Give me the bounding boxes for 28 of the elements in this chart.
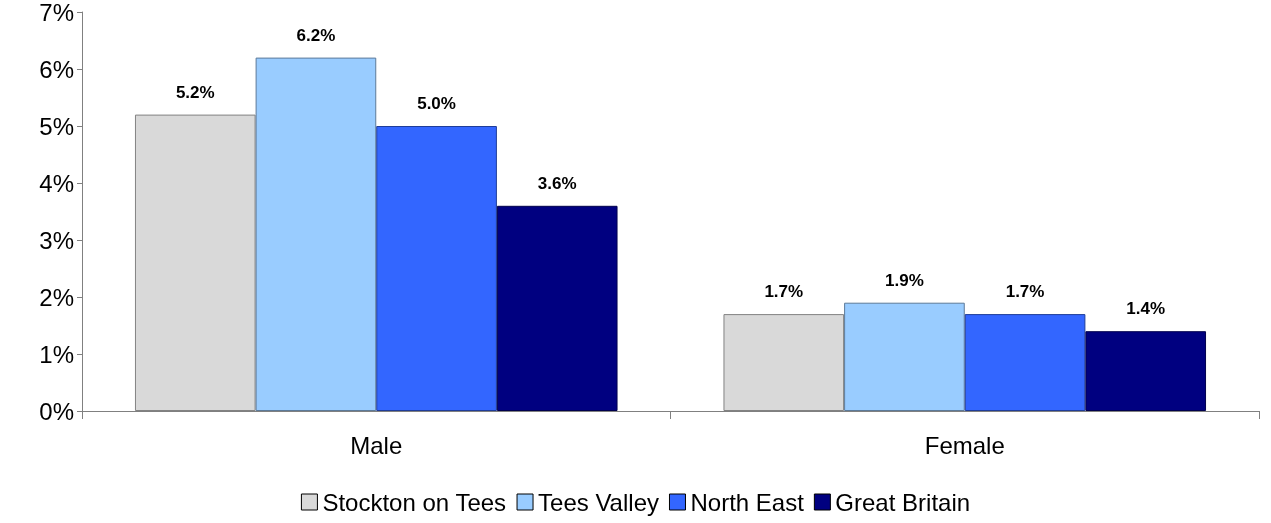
- y-tick-label: 5%: [39, 112, 74, 140]
- y-tick-label: 4%: [39, 169, 74, 197]
- x-tick-label: Male: [350, 431, 403, 459]
- legend-label: Great Britain: [835, 488, 971, 516]
- data-label: 6.2%: [296, 25, 336, 45]
- y-tick-label: 6%: [39, 55, 74, 83]
- data-label: 3.6%: [537, 173, 577, 193]
- legend-label: Stockton on Tees: [322, 488, 507, 516]
- y-tick-label: 7%: [39, 0, 74, 26]
- data-label: 1.9%: [885, 270, 924, 290]
- bar: [1085, 331, 1207, 411]
- y-tick-label: 3%: [39, 226, 74, 254]
- bar: [844, 302, 965, 411]
- x-tick-label: Female: [924, 431, 1005, 459]
- bar: [964, 314, 1086, 411]
- bar: [376, 126, 497, 411]
- data-label: 1.7%: [1005, 282, 1045, 302]
- legend-label: North East: [690, 488, 805, 516]
- bar: [255, 57, 377, 411]
- y-tick-label: 1%: [39, 340, 74, 368]
- data-label: 5.0%: [417, 94, 456, 113]
- data-label: 1.7%: [764, 282, 804, 302]
- data-label: 5.2%: [175, 82, 215, 102]
- y-tick-label: 0%: [39, 397, 74, 425]
- bar: [496, 205, 618, 411]
- legend-label: Tees Valley: [538, 488, 659, 516]
- y-tick-label: 2%: [39, 283, 74, 311]
- data-label: 1.4%: [1126, 299, 1166, 319]
